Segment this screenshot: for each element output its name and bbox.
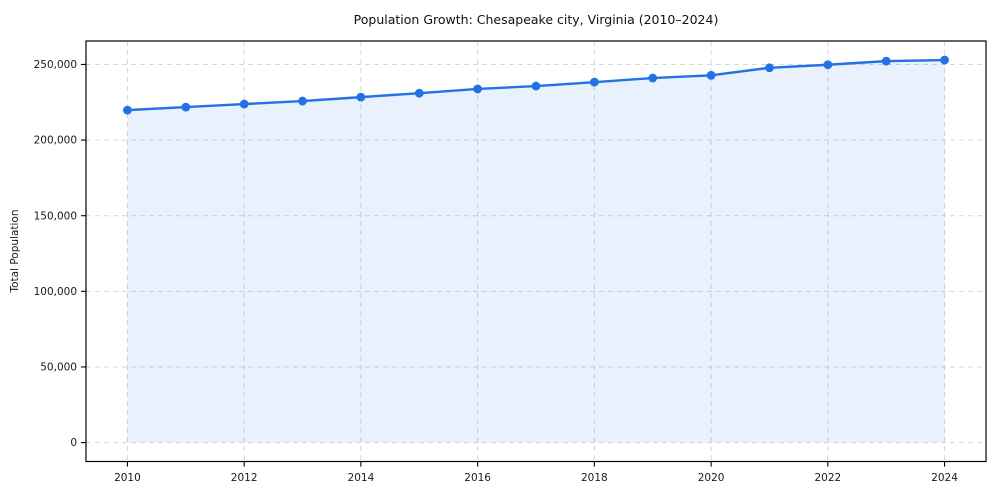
data-point (765, 63, 774, 73)
x-tick-label: 2024 (931, 472, 958, 484)
plot-frame (85, 40, 987, 463)
y-tick-label: 0 (70, 437, 77, 449)
y-axis-label: Total Population (9, 209, 21, 293)
x-tick-label: 2014 (348, 472, 375, 484)
data-point (940, 55, 949, 65)
y-tick-label: 100,000 (34, 286, 77, 298)
data-point (531, 81, 541, 91)
area-layer (127, 60, 945, 443)
x-tick-label: 2016 (464, 472, 491, 484)
y-tick-label: 250,000 (34, 59, 77, 71)
y-tick-label: 200,000 (34, 135, 77, 147)
y-tick-label: 150,000 (34, 210, 77, 222)
chart-title: Population Growth: Chesapeake city, Virg… (354, 12, 719, 27)
data-point (298, 96, 307, 106)
grid-layer (86, 41, 986, 462)
data-point (414, 88, 424, 98)
data-point (706, 70, 716, 80)
data-point (648, 73, 658, 83)
data-point (356, 92, 366, 102)
x-tick-label: 2022 (814, 472, 841, 484)
x-tick-label: 2018 (581, 472, 608, 484)
x-tick-label: 2010 (114, 472, 141, 484)
data-point (239, 99, 249, 109)
axis-layer: 0 50,000 100,000 150,000 200,000 250,000 2010 2… (34, 59, 959, 484)
y-tick-label: 50,000 (40, 362, 77, 374)
data-point (123, 105, 132, 115)
marker-layer (123, 55, 949, 115)
data-point (589, 77, 599, 87)
area-fill (127, 60, 945, 443)
data-point (881, 56, 891, 66)
data-point (823, 60, 833, 70)
x-tick-label: 2020 (698, 472, 725, 484)
x-tick-label: 2012 (231, 472, 258, 484)
data-point (473, 84, 483, 94)
data-point (181, 102, 191, 112)
